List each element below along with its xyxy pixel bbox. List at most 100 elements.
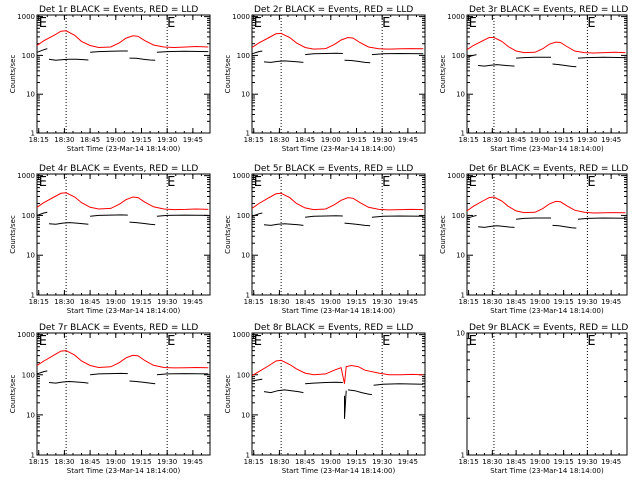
events-series-line xyxy=(478,225,515,228)
x-tick-label: 18:30 xyxy=(482,298,502,306)
x-tick-label: 18:30 xyxy=(482,136,502,144)
y-tick-label: 1000 xyxy=(232,172,250,180)
events-series-line xyxy=(552,63,577,68)
events-series-line xyxy=(251,212,263,217)
x-tick-label: 18:15 xyxy=(244,298,264,306)
x-tick-label: 19:45 xyxy=(601,298,621,306)
plot-frame xyxy=(251,173,426,296)
chart-title: Det 4r BLACK = Events, RED = LLD xyxy=(39,164,198,174)
x-axis-label: Start Time (23-Mar-14 18:14:00) xyxy=(67,467,181,475)
x-tick-label: 19:15 xyxy=(346,136,366,144)
events-series-line xyxy=(344,59,371,64)
chart-panel: Det 5r BLACK = Events, RED = LLD 1 10 100 10… xyxy=(224,164,426,315)
x-tick-label: 18:15 xyxy=(29,136,49,144)
x-tick-label: 18:45 xyxy=(506,458,526,466)
events-series-line xyxy=(466,54,477,58)
event-marker-label: E xyxy=(382,334,390,349)
x-tick-label: 19:30 xyxy=(157,298,177,306)
events-series-line xyxy=(263,60,304,63)
y-tick-label: 1000 xyxy=(447,13,465,21)
plot-frame xyxy=(466,332,628,456)
events-series-line xyxy=(129,221,156,226)
events-series-line xyxy=(129,380,156,385)
events-series-line xyxy=(263,223,304,226)
event-marker-label: E xyxy=(587,334,595,349)
plot-frame xyxy=(466,173,628,296)
y-tick-label: 1000 xyxy=(447,172,465,180)
y-tick-label: 100 xyxy=(22,212,35,220)
events-series-line xyxy=(36,48,48,53)
chart-title: Det 5r BLACK = Events, RED = LLD xyxy=(254,164,413,174)
y-tick-label: 1 xyxy=(461,130,465,138)
lld-series-line xyxy=(36,30,209,49)
x-tick-label: 19:00 xyxy=(106,298,126,306)
events-series-line xyxy=(129,57,156,61)
y-tick-label: 100 xyxy=(22,52,35,60)
x-axis-label: Start Time (23-Mar-14 18:14:00) xyxy=(67,145,181,153)
x-tick-label: 19:00 xyxy=(530,298,550,306)
x-tick-label: 19:30 xyxy=(577,298,597,306)
events-series-line xyxy=(156,373,209,376)
x-tick-label: 19:30 xyxy=(157,458,177,466)
x-tick-label: 19:15 xyxy=(131,298,151,306)
y-axis-label: Counts/sec xyxy=(439,55,447,94)
y-tick-label: 1000 xyxy=(17,172,35,180)
x-tick-label: 19:45 xyxy=(183,136,203,144)
x-tick-label: 18:15 xyxy=(29,458,49,466)
x-tick-label: 18:45 xyxy=(506,136,526,144)
lld-series-line xyxy=(36,192,209,211)
x-tick-label: 19:15 xyxy=(554,458,574,466)
chart-panel: Det 7r BLACK = Events, RED = LLD 1 10 100 10… xyxy=(9,323,211,475)
events-series-line xyxy=(516,56,551,59)
events-series-line xyxy=(371,52,424,56)
y-axis-label: Counts/sec xyxy=(439,215,447,254)
y-tick-label: 100 xyxy=(22,371,35,379)
events-series-line xyxy=(36,370,48,375)
x-tick-label: 18:15 xyxy=(244,458,264,466)
events-series-line xyxy=(90,214,128,217)
events-series-line xyxy=(478,64,515,67)
event-marker-label: E xyxy=(167,16,175,31)
lld-series-line xyxy=(251,32,424,50)
x-tick-label: 18:30 xyxy=(54,136,74,144)
event-marker-label: E xyxy=(587,175,595,190)
y-tick-label: 100 xyxy=(452,212,465,220)
y-tick-label: 10 xyxy=(456,91,465,99)
events-series-line xyxy=(305,52,343,56)
y-tick-label: 10 xyxy=(26,252,35,260)
x-tick-label: 19:30 xyxy=(372,298,392,306)
x-axis-label: Start Time (23-Mar-14 18:14:00) xyxy=(490,145,604,153)
x-tick-label: 18:45 xyxy=(506,298,526,306)
events-series-line xyxy=(344,222,371,227)
x-tick-label: 18:45 xyxy=(80,136,100,144)
events-series-line xyxy=(466,214,477,219)
events-series-line xyxy=(251,50,263,55)
event-marker-label: E xyxy=(587,16,595,31)
chart-panel: Det 9r BLACK = Events, RED = LLD 1 10 18:15… xyxy=(456,323,628,475)
events-series-line xyxy=(90,372,128,376)
plot-frame xyxy=(251,14,426,134)
x-tick-label: 19:45 xyxy=(398,298,418,306)
x-tick-label: 18:45 xyxy=(295,458,315,466)
x-tick-label: 18:15 xyxy=(458,298,478,306)
plot-frame xyxy=(251,332,426,456)
chart-panel: Det 1r BLACK = Events, RED = LLD 1 10 100 10… xyxy=(9,5,211,153)
y-tick-label: 10 xyxy=(26,411,35,419)
y-tick-label: 1000 xyxy=(17,331,35,339)
y-tick-label: 1 xyxy=(246,292,250,300)
x-tick-label: 19:30 xyxy=(157,136,177,144)
plot-frame xyxy=(36,14,211,134)
events-series-line xyxy=(371,215,424,218)
y-tick-label: 10 xyxy=(241,252,250,260)
plot-frame xyxy=(36,332,211,456)
x-tick-label: 18:45 xyxy=(80,298,100,306)
x-tick-label: 19:00 xyxy=(106,136,126,144)
chart-title: Det 8r BLACK = Events, RED = LLD xyxy=(254,323,413,333)
y-tick-label: 100 xyxy=(452,52,465,60)
x-tick-label: 18:15 xyxy=(458,136,478,144)
x-tick-label: 19:45 xyxy=(601,136,621,144)
x-tick-label: 19:30 xyxy=(577,136,597,144)
x-tick-label: 19:15 xyxy=(554,136,574,144)
chart-title: Det 6r BLACK = Events, RED = LLD xyxy=(469,164,628,174)
x-axis-label: Start Time (23-Mar-14 18:14:00) xyxy=(490,467,604,475)
